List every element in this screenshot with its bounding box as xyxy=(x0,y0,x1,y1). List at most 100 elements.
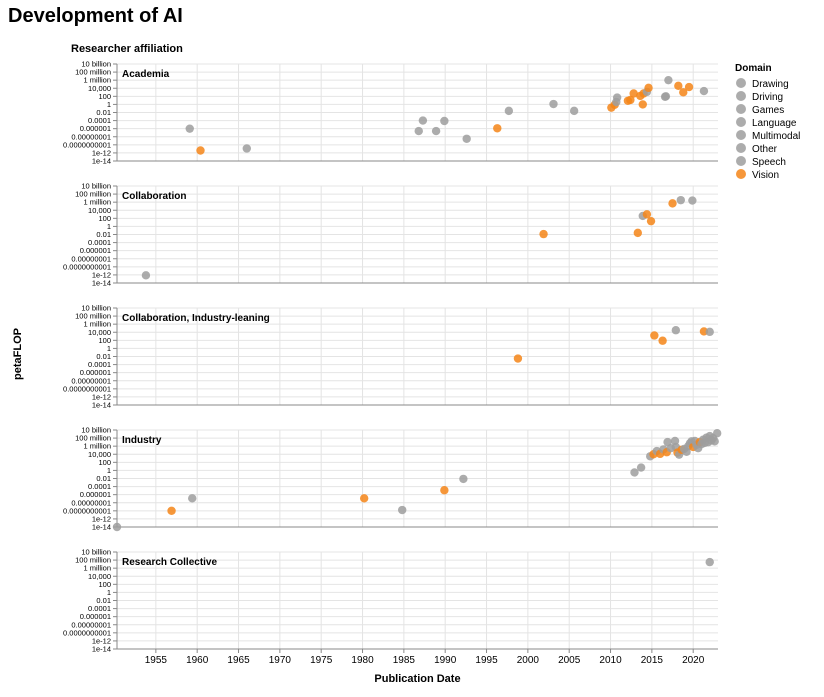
y-tick-label: 1e-14 xyxy=(92,279,111,288)
data-point xyxy=(705,557,714,567)
data-point xyxy=(504,106,514,116)
data-point xyxy=(167,506,176,516)
data-point xyxy=(493,124,502,133)
data-point xyxy=(636,463,646,472)
y-tick-label: 100 million xyxy=(75,434,111,443)
data-point xyxy=(644,83,653,93)
legend-swatch xyxy=(736,143,746,153)
data-point xyxy=(642,210,652,219)
data-point xyxy=(569,106,579,116)
facet-title: Collaboration, Industry-leaning xyxy=(122,313,270,324)
y-tick-label: 10 billion xyxy=(81,60,111,69)
data-point xyxy=(629,89,638,98)
y-tick-label: 1 million xyxy=(83,442,111,451)
data-point xyxy=(242,144,251,153)
data-point xyxy=(539,229,548,239)
x-tick-label: 2000 xyxy=(517,655,540,666)
legend-label: Drawing xyxy=(752,79,789,90)
legend-label: Vision xyxy=(752,170,779,181)
x-tick-label: 1955 xyxy=(145,655,168,666)
data-point xyxy=(459,474,468,484)
data-point xyxy=(418,116,428,125)
y-tick-label: 100 xyxy=(98,92,111,101)
y-tick-label: 10,000 xyxy=(88,572,111,581)
data-point xyxy=(462,134,471,143)
data-point xyxy=(431,126,441,136)
y-tick-label: 100 xyxy=(98,458,111,467)
data-point xyxy=(188,494,197,503)
x-tick-label: 2015 xyxy=(641,655,664,666)
legend-swatch xyxy=(736,104,746,114)
legend-label: Language xyxy=(752,118,797,129)
y-tick-label: 1 xyxy=(107,466,111,475)
y-tick-label: 1 million xyxy=(83,198,111,207)
y-tick-label: 1e-12 xyxy=(92,270,111,279)
legend-title: Domain xyxy=(735,63,772,74)
legend-swatch xyxy=(736,130,746,140)
legend-swatch xyxy=(736,156,746,166)
y-tick-label: 100 xyxy=(98,336,111,345)
data-point xyxy=(658,336,667,345)
x-tick-label: 1995 xyxy=(475,655,498,666)
y-tick-label: 100 xyxy=(98,214,111,223)
y-tick-label: 0.0001 xyxy=(88,238,111,247)
y-tick-label: 0.00000001 xyxy=(71,376,111,385)
y-tick-label: 0.01 xyxy=(96,474,111,483)
facet-title: Industry xyxy=(122,435,162,446)
legend-label: Speech xyxy=(752,157,786,168)
x-tick-label: 2020 xyxy=(682,655,705,666)
x-tick-label: 1985 xyxy=(393,655,416,666)
legend-swatch xyxy=(736,169,746,179)
legend-swatch xyxy=(736,91,746,101)
data-point xyxy=(440,486,449,495)
y-tick-label: 0.00000001 xyxy=(71,498,111,507)
data-point xyxy=(671,326,681,335)
data-point xyxy=(185,124,194,133)
data-point xyxy=(668,199,677,208)
data-point xyxy=(676,195,685,205)
data-point xyxy=(674,81,683,91)
y-tick-label: 1 xyxy=(107,100,111,109)
data-point xyxy=(398,505,407,515)
y-tick-label: 10 billion xyxy=(81,304,111,313)
y-tick-label: 0.0001 xyxy=(88,482,111,491)
y-tick-label: 10,000 xyxy=(88,84,111,93)
y-tick-label: 100 million xyxy=(75,190,111,199)
data-point xyxy=(684,82,694,92)
legend-label: Other xyxy=(752,144,778,155)
y-tick-label: 100 million xyxy=(75,68,111,77)
facet-header: Researcher affiliation xyxy=(71,43,183,55)
data-point xyxy=(712,429,722,438)
y-tick-label: 1 million xyxy=(83,76,111,85)
data-point xyxy=(650,331,659,340)
data-point xyxy=(196,146,205,155)
y-tick-label: 0.0000000001 xyxy=(63,262,111,271)
data-point xyxy=(612,93,622,102)
y-tick-label: 0.00000001 xyxy=(71,620,111,629)
legend-swatch xyxy=(736,117,746,127)
x-tick-label: 1960 xyxy=(186,655,209,666)
data-point xyxy=(646,216,656,226)
data-point xyxy=(359,494,369,503)
y-tick-label: 1e-12 xyxy=(92,392,111,401)
y-tick-label: 0.000001 xyxy=(80,124,111,133)
y-tick-label: 0.00000001 xyxy=(71,254,111,263)
y-tick-label: 0.01 xyxy=(96,108,111,117)
data-point xyxy=(661,92,671,101)
y-tick-label: 0.000001 xyxy=(80,368,111,377)
legend-label: Games xyxy=(752,105,784,116)
data-point xyxy=(626,95,635,105)
y-tick-label: 0.01 xyxy=(96,230,111,239)
y-tick-label: 10,000 xyxy=(88,450,111,459)
data-point xyxy=(513,354,523,363)
y-tick-label: 0.0000000001 xyxy=(63,628,111,637)
data-point xyxy=(710,437,719,446)
y-tick-label: 1e-14 xyxy=(92,523,111,532)
y-tick-label: 0.0001 xyxy=(88,116,111,125)
y-tick-label: 1e-12 xyxy=(92,636,111,645)
data-point xyxy=(688,196,697,205)
y-tick-label: 0.000001 xyxy=(80,246,111,255)
data-point xyxy=(664,75,673,85)
data-point xyxy=(633,228,643,238)
data-point xyxy=(440,116,449,126)
